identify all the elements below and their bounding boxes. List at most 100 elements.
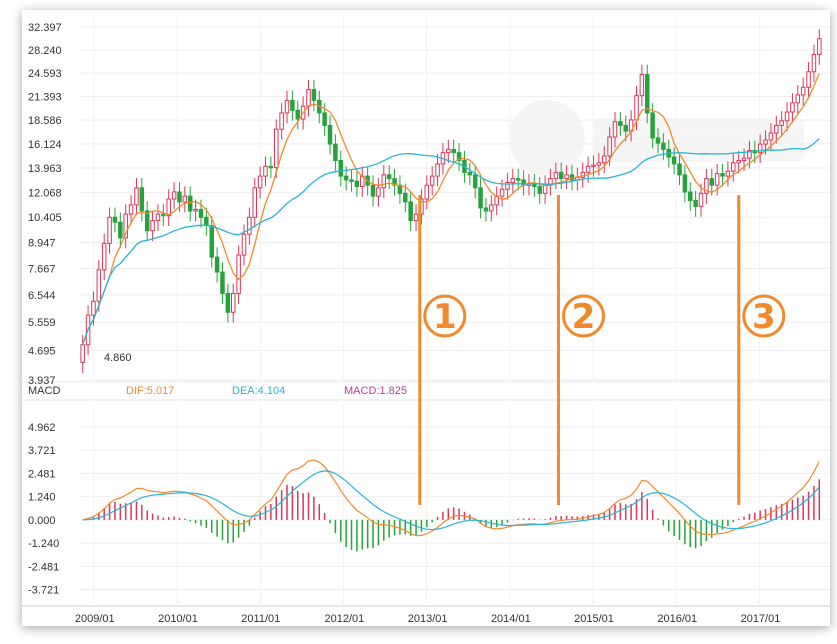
- candle: [763, 139, 768, 145]
- candle: [268, 165, 274, 169]
- candle: [817, 38, 822, 55]
- candle: [171, 191, 177, 200]
- candle: [91, 300, 96, 316]
- price-tick-label: 10.405: [28, 212, 62, 224]
- candle: [413, 213, 419, 222]
- candle: [333, 143, 338, 161]
- candle: [306, 89, 311, 107]
- candle: [768, 132, 774, 141]
- macd-legend-name: MACD: [28, 385, 60, 397]
- candle: [564, 174, 569, 180]
- price-tick-label: 3.937: [28, 375, 56, 387]
- candle: [790, 102, 795, 113]
- candle: [704, 178, 709, 194]
- x-tick-label: 2010/01: [158, 613, 198, 625]
- candle: [257, 175, 263, 189]
- candle: [295, 109, 301, 120]
- dea-line: [82, 470, 820, 531]
- candle: [645, 73, 650, 114]
- candle: [343, 175, 349, 181]
- candle: [682, 174, 688, 193]
- macd-tick-label: -3.721: [28, 585, 59, 597]
- candle: [698, 192, 704, 207]
- x-tick-label: 2011/01: [241, 613, 280, 625]
- candle: [553, 171, 559, 180]
- candle: [596, 162, 602, 166]
- candle: [322, 112, 327, 126]
- candle: [284, 99, 290, 114]
- candle: [601, 155, 607, 164]
- price-tick-label: 16.124: [28, 139, 62, 151]
- candle: [182, 195, 188, 203]
- candle: [510, 178, 516, 184]
- candle: [96, 269, 102, 302]
- dif-value: DIF:5.017: [126, 385, 174, 397]
- candle: [607, 136, 612, 157]
- candle: [429, 175, 435, 186]
- candle: [279, 112, 284, 130]
- price-tick-label: 5.559: [28, 317, 56, 329]
- candle: [774, 124, 779, 134]
- candle: [220, 271, 225, 294]
- x-tick-label: 2016/01: [657, 613, 697, 625]
- candle: [489, 204, 494, 212]
- marker-circle: [423, 294, 467, 338]
- price-tick-label: 6.544: [28, 290, 56, 302]
- candle: [537, 186, 542, 194]
- candle: [118, 221, 123, 239]
- candle: [731, 162, 736, 172]
- candle: [155, 213, 161, 222]
- chart-svg: 1 2 3 32.397 28.240 24.593 21.393 18.586 16.124…: [22, 17, 830, 625]
- candle: [623, 124, 628, 132]
- candle: [499, 188, 505, 197]
- candle: [693, 199, 698, 207]
- candle: [263, 165, 268, 177]
- candle: [247, 216, 252, 235]
- candle: [451, 148, 456, 154]
- candle: [311, 89, 317, 101]
- price-tick-label: 21.393: [28, 92, 62, 104]
- macd-tick-label: 0.000: [28, 515, 56, 527]
- candle: [580, 171, 585, 178]
- macd-value: MACD:1.825: [344, 385, 407, 397]
- candle: [349, 179, 354, 182]
- candle: [811, 53, 817, 73]
- candle: [236, 254, 241, 294]
- candle: [376, 187, 381, 197]
- dea-value: DEA:4.104: [232, 385, 285, 397]
- candle: [381, 174, 387, 189]
- x-tick-label: 2014/01: [491, 613, 531, 625]
- candle: [714, 173, 720, 186]
- candle: [230, 292, 236, 313]
- macd-tick-label: 3.721: [28, 445, 56, 457]
- x-tick-label: 2013/01: [408, 613, 448, 625]
- candle: [209, 225, 214, 258]
- candle: [193, 208, 198, 212]
- candle: [187, 195, 193, 212]
- price-tick-label: 4.695: [28, 346, 56, 358]
- candle: [139, 187, 145, 212]
- marker-circle: [561, 294, 605, 338]
- candle: [338, 159, 344, 177]
- candle: [354, 180, 360, 188]
- marker-circle: [742, 294, 786, 338]
- candle: [408, 201, 413, 222]
- candle: [655, 137, 661, 144]
- candle: [725, 170, 731, 177]
- candle: [483, 207, 489, 212]
- candle: [435, 163, 440, 177]
- price-tick-label: 28.240: [28, 45, 62, 57]
- candle: [661, 142, 666, 150]
- x-tick-label: 2012/01: [325, 613, 365, 625]
- price-tick-label: 12.068: [28, 187, 62, 199]
- candle: [795, 94, 801, 104]
- marker-label: 2: [572, 297, 596, 337]
- candle: [290, 99, 295, 111]
- candle: [161, 213, 166, 217]
- candle: [709, 178, 715, 186]
- candle: [472, 174, 478, 189]
- candle: [634, 95, 639, 121]
- candle: [214, 256, 220, 273]
- macd-tick-label: 4.962: [28, 422, 56, 434]
- candle: [456, 152, 462, 161]
